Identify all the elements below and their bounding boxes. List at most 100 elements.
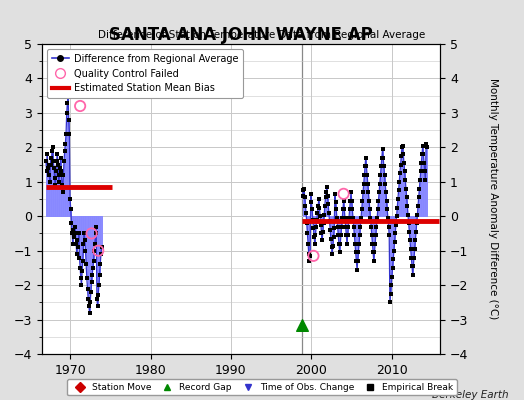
Point (406, 237, 414, 244)
Point (410, 246, 419, 252)
Point (315, 204, 324, 211)
Text: Berkeley Earth: Berkeley Earth (432, 390, 508, 400)
Point (65, 130, 73, 137)
Point (51, 182, 60, 188)
Point (421, 177, 430, 183)
Point (357, 206, 366, 212)
Point (396, 170, 404, 176)
Title: SANTA ANA JOHN WAYNE AP: SANTA ANA JOHN WAYNE AP (109, 26, 373, 44)
Point (354, 249, 363, 256)
Point (373, 215, 381, 221)
Point (364, 189, 373, 195)
Legend: Difference from Regional Average, Quality Control Failed, Estimated Station Mean: Difference from Regional Average, Qualit… (47, 49, 243, 98)
Point (336, 240, 344, 247)
Point (417, 160, 425, 166)
Point (97, 244, 106, 250)
Point (361, 163, 369, 170)
Point (49, 158, 58, 164)
Point (45, 172, 53, 178)
Point (369, 258, 378, 264)
Point (48, 144, 57, 150)
Point (360, 172, 368, 178)
Point (311, 232, 320, 238)
Point (63, 99, 72, 106)
Point (83, 285, 92, 292)
Point (320, 211, 329, 218)
Point (82, 261, 90, 268)
Point (50, 165, 58, 171)
Point (78, 268, 86, 274)
Point (345, 206, 354, 212)
Point (85, 310, 94, 316)
Point (341, 215, 349, 221)
Point (69, 240, 77, 247)
Y-axis label: Monthly Temperature Anomaly Difference (°C): Monthly Temperature Anomaly Difference (… (488, 78, 498, 320)
Point (298, 322, 306, 328)
Point (330, 225, 339, 232)
Point (391, 230, 399, 237)
Point (88, 278, 96, 285)
Point (343, 240, 351, 247)
Point (331, 199, 340, 206)
Point (48, 148, 56, 154)
Point (394, 196, 402, 202)
Point (414, 194, 423, 200)
Point (354, 258, 362, 264)
Point (69, 227, 78, 233)
Text: Difference of Station Temperature Data from Regional Average: Difference of Station Temperature Data f… (99, 30, 425, 40)
Point (378, 146, 387, 152)
Point (399, 151, 408, 158)
Point (62, 130, 70, 137)
Point (313, 216, 321, 223)
Point (422, 141, 430, 147)
Point (301, 194, 309, 200)
Point (350, 223, 358, 230)
Point (371, 240, 379, 247)
Point (400, 168, 409, 175)
Point (89, 265, 97, 271)
Point (380, 163, 388, 170)
Point (386, 299, 394, 306)
Point (347, 189, 355, 195)
Point (333, 215, 341, 221)
Point (422, 144, 431, 150)
Point (314, 203, 322, 209)
Point (95, 282, 103, 288)
Point (409, 263, 418, 269)
Point (93, 296, 101, 302)
Point (343, 232, 352, 238)
Point (372, 223, 380, 230)
Point (52, 168, 60, 175)
Point (383, 198, 391, 204)
Point (304, 251, 313, 257)
Point (412, 220, 421, 226)
Point (362, 163, 370, 170)
Point (355, 232, 364, 238)
Point (97, 251, 105, 257)
Point (318, 237, 326, 244)
Point (339, 206, 347, 212)
Point (85, 302, 93, 309)
Point (384, 223, 392, 230)
Point (368, 232, 376, 238)
Point (416, 177, 424, 183)
Point (392, 213, 401, 220)
Point (387, 282, 396, 288)
Point (348, 206, 356, 212)
Point (363, 172, 372, 178)
Point (77, 275, 85, 282)
Point (386, 290, 395, 297)
Point (374, 198, 383, 204)
Point (421, 168, 429, 175)
Point (304, 240, 312, 247)
Point (376, 180, 384, 187)
Point (74, 230, 83, 237)
Point (352, 249, 360, 256)
Point (415, 186, 423, 192)
Point (398, 142, 407, 149)
Point (88, 272, 96, 278)
Point (90, 248, 99, 254)
Point (44, 165, 52, 171)
Point (313, 210, 322, 216)
Point (59, 189, 67, 195)
